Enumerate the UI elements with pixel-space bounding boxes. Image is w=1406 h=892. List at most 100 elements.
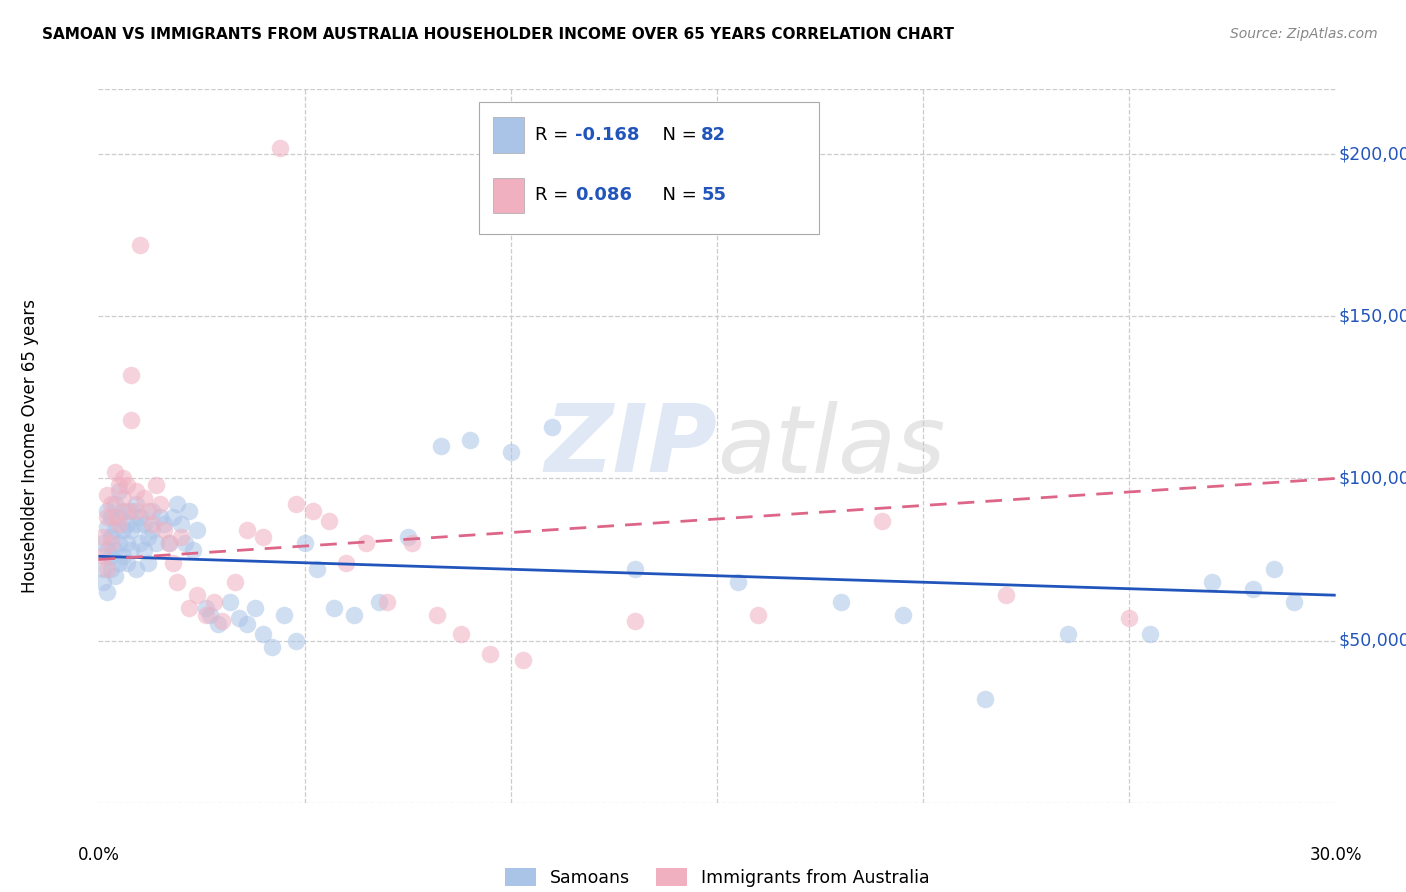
Point [891,607,914,622]
Point [1284,595,1306,609]
Point [112,491,135,505]
Point [228,611,250,625]
Point [96,488,118,502]
Point [870,514,893,528]
Point [120,504,142,518]
Point [108,510,131,524]
Point [96,562,118,576]
Point [356,536,378,550]
Point [136,556,159,570]
Point [141,524,163,538]
Point [1263,562,1285,576]
Point [623,562,645,576]
Point [294,536,316,550]
Point [994,588,1017,602]
Point [104,542,127,557]
Point [112,549,135,564]
Point [202,595,225,609]
Text: $100,000: $100,000 [1339,469,1406,487]
Point [100,530,122,544]
Point [120,413,142,427]
Point [157,536,180,550]
Point [322,601,344,615]
Point [974,692,997,706]
Point [120,542,142,557]
Point [132,542,155,557]
Point [170,530,193,544]
Point [104,524,127,538]
Point [149,497,172,511]
Point [499,445,522,459]
Point [96,542,118,557]
Text: $200,000: $200,000 [1339,145,1406,163]
Point [141,504,163,518]
Point [401,536,423,550]
Point [108,556,131,570]
Text: 0.0%: 0.0% [77,846,120,863]
Point [194,607,217,622]
Point [124,562,146,576]
Point [179,601,201,615]
Text: 0.086: 0.086 [575,186,631,204]
Point [136,504,159,518]
Point [91,575,114,590]
Point [252,530,274,544]
Point [112,471,135,485]
Text: 82: 82 [702,126,727,144]
Point [96,585,118,599]
Text: atlas: atlas [717,401,945,491]
Point [305,562,328,576]
Point [211,614,233,628]
Point [132,491,155,505]
Point [450,627,472,641]
Point [117,478,139,492]
Point [104,568,127,582]
Point [174,536,197,550]
Point [124,497,146,511]
Point [194,601,217,615]
Point [198,607,221,622]
Point [260,640,283,654]
Point [1056,627,1078,641]
Text: Source: ZipAtlas.com: Source: ZipAtlas.com [1230,27,1378,41]
Point [153,516,176,531]
Point [149,510,172,524]
Point [727,575,749,590]
Point [207,617,229,632]
Text: N =: N = [651,126,702,144]
Text: Householder Income Over 65 years: Householder Income Over 65 years [21,299,39,593]
Point [117,504,139,518]
Point [269,140,291,154]
Point [153,524,176,538]
Point [181,542,204,557]
Point [91,562,114,576]
Point [136,530,159,544]
Point [117,536,139,550]
Point [100,549,122,564]
Point [96,510,118,524]
Point [112,504,135,518]
Text: 30.0%: 30.0% [1309,846,1362,863]
Point [91,549,114,564]
Point [236,617,259,632]
Point [96,520,118,534]
Point [512,653,534,667]
Point [236,524,259,538]
Point [132,516,155,531]
Text: R =: R = [536,186,575,204]
Point [128,238,150,252]
Point [479,647,502,661]
Point [162,556,184,570]
Point [623,614,645,628]
Point [343,607,366,622]
Text: SAMOAN VS IMMIGRANTS FROM AUSTRALIA HOUSEHOLDER INCOME OVER 65 YEARS CORRELATION: SAMOAN VS IMMIGRANTS FROM AUSTRALIA HOUS… [42,27,955,42]
Point [141,516,163,531]
Point [224,575,246,590]
Point [375,595,398,609]
Point [108,536,131,550]
Text: R =: R = [536,126,575,144]
Point [179,504,201,518]
Point [318,514,340,528]
Point [252,627,274,641]
Point [91,530,114,544]
